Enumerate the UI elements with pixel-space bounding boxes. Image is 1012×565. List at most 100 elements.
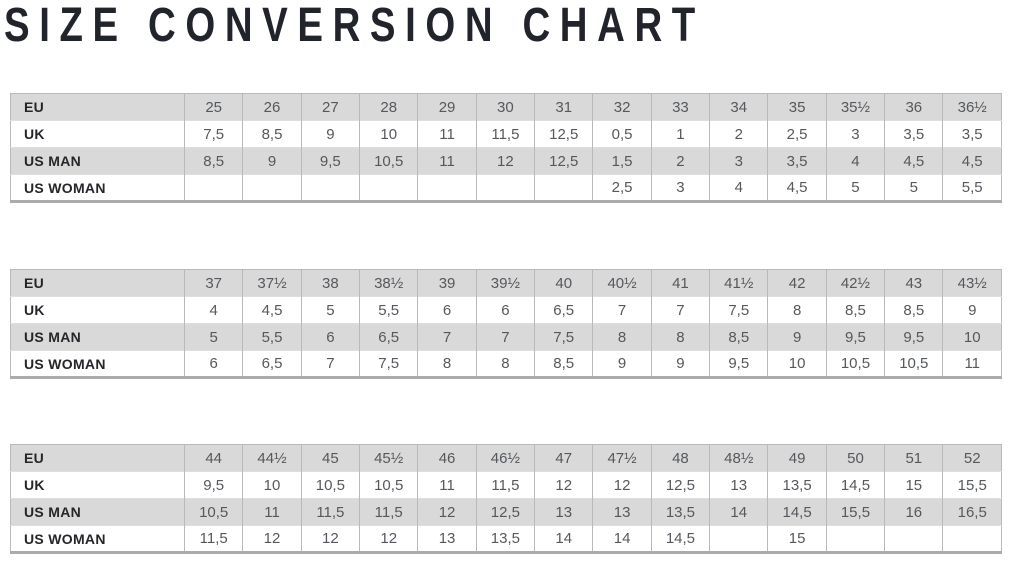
size-cell: 11,5 [300,498,360,526]
size-cell: 52 [942,444,1002,472]
size-cell [242,174,302,202]
size-cell: 9,5 [300,147,360,175]
table-row-us-woman: US WOMAN 6 6,5 7 7,5 8 8 8,5 9 9 9,5 10 10,5 10,5 11 [10,350,1002,378]
size-cell: 8,5 [242,120,302,148]
size-cell: 12 [592,471,652,499]
size-cell: 38½ [359,269,418,297]
size-cell: 13 [709,471,768,499]
size-cell: 11 [417,471,477,499]
size-cell: 46 [417,444,477,472]
size-cell: 14,5 [825,471,885,499]
size-cell: 12,5 [534,120,593,148]
size-cell: 42½ [825,269,885,297]
size-cell: 8,5 [709,323,768,351]
size-table-eu-37-43: EU 37 37½ 38 38½ 39 39½ 40 40½ 41 41½ 42 42½ 43 43½ UK 4… [10,269,1002,379]
size-cell: 26 [242,93,302,121]
size-cell: 34 [709,93,768,121]
size-cell: 15 [884,471,943,499]
size-cell: 9 [242,147,302,175]
size-cell: 9,5 [709,350,768,378]
size-cell: 12,5 [534,147,593,175]
size-cell: 30 [475,93,535,121]
size-cell: 16,5 [942,498,1002,526]
size-cell: 6,5 [242,350,302,378]
size-cell: 6 [183,350,243,378]
size-table-eu-44-52: EU 44 44½ 45 45½ 46 46½ 47 47½ 48 48½ 49 50 51 52 UK 9,5… [10,444,1002,554]
size-cell: 2,5 [767,120,827,148]
size-cell: 11 [417,147,477,175]
size-cell: 29 [417,93,477,121]
size-cell: 12 [417,498,477,526]
size-cell: 9 [300,120,360,148]
size-cell [475,174,535,202]
size-cell [300,174,360,202]
size-cell: 31 [534,93,593,121]
size-cell: 4 [183,296,243,324]
size-cell: 6,5 [534,296,593,324]
size-cell: 10,5 [825,350,885,378]
size-cell: 7 [300,350,360,378]
size-cell: 6,5 [359,323,418,351]
size-cell: 47½ [592,444,652,472]
size-cell: 3,5 [942,120,1002,148]
size-cell [534,174,593,202]
size-cell: 4,5 [884,147,943,175]
size-cell: 27 [300,93,360,121]
size-cell: 14,5 [767,498,827,526]
size-cell: 11 [942,350,1002,378]
size-cell: 0,5 [592,120,652,148]
row-header: US WOMAN [10,350,185,378]
size-cell: 7,5 [359,350,418,378]
size-cell: 10,5 [884,350,943,378]
size-cell: 10 [942,323,1002,351]
size-cell: 49 [767,444,827,472]
size-cell: 5,5 [359,296,418,324]
size-cell: 5,5 [942,174,1002,202]
size-cell: 7,5 [709,296,768,324]
size-cell: 10,5 [359,471,418,499]
size-cell: 13 [534,498,593,526]
table-row-eu: EU 37 37½ 38 38½ 39 39½ 40 40½ 41 41½ 42 42½ 43 43½ [10,269,1002,297]
table-row-us-woman: US WOMAN 2,5 3 4 4,5 5 5 5,5 [10,174,1002,202]
size-cell: 1 [650,120,710,148]
size-cell: 12 [359,525,418,553]
size-cell: 51 [884,444,943,472]
size-cell: 6 [417,296,477,324]
size-cell: 3,5 [767,147,827,175]
row-header: UK [10,296,185,324]
size-cell: 50 [825,444,885,472]
size-cell: 12,5 [650,471,710,499]
size-cell: 14,5 [650,525,710,553]
size-cell: 16 [884,498,943,526]
size-cell: 35½ [825,93,885,121]
size-cell: 7,5 [183,120,243,148]
size-cell: 5 [825,174,885,202]
size-cell: 10 [242,471,302,499]
size-cell: 9,5 [884,323,943,351]
size-cell: 12 [242,525,302,553]
size-cell: 11 [417,120,477,148]
size-cell: 12,5 [475,498,535,526]
size-cell: 7 [475,323,535,351]
size-cell: 36½ [942,93,1002,121]
size-cell: 37 [183,269,243,297]
size-cell: 11,5 [359,498,418,526]
size-cell: 40½ [592,269,652,297]
size-cell: 15 [767,525,827,553]
size-cell: 3 [825,120,885,148]
size-cell: 32 [592,93,652,121]
size-cell: 5 [183,323,243,351]
size-cell: 44 [183,444,243,472]
size-cell: 9 [767,323,827,351]
size-cell: 11,5 [475,120,535,148]
size-cell: 9 [592,350,652,378]
size-cell: 12 [534,471,593,499]
size-cell: 13 [417,525,477,553]
size-cell: 8,5 [825,296,885,324]
table-row-us-woman: US WOMAN 11,5 12 12 12 13 13,5 14 14 14,5 15 [10,525,1002,553]
size-cell: 42 [767,269,827,297]
row-header: US MAN [10,323,185,351]
row-header: EU [24,450,45,466]
size-cell: 11 [242,498,302,526]
